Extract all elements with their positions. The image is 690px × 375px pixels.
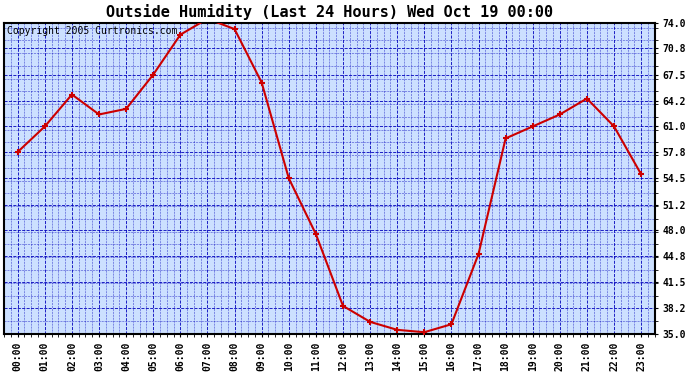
Title: Outside Humidity (Last 24 Hours) Wed Oct 19 00:00: Outside Humidity (Last 24 Hours) Wed Oct…: [106, 4, 553, 20]
Text: Copyright 2005 Curtronics.com: Copyright 2005 Curtronics.com: [8, 26, 178, 36]
